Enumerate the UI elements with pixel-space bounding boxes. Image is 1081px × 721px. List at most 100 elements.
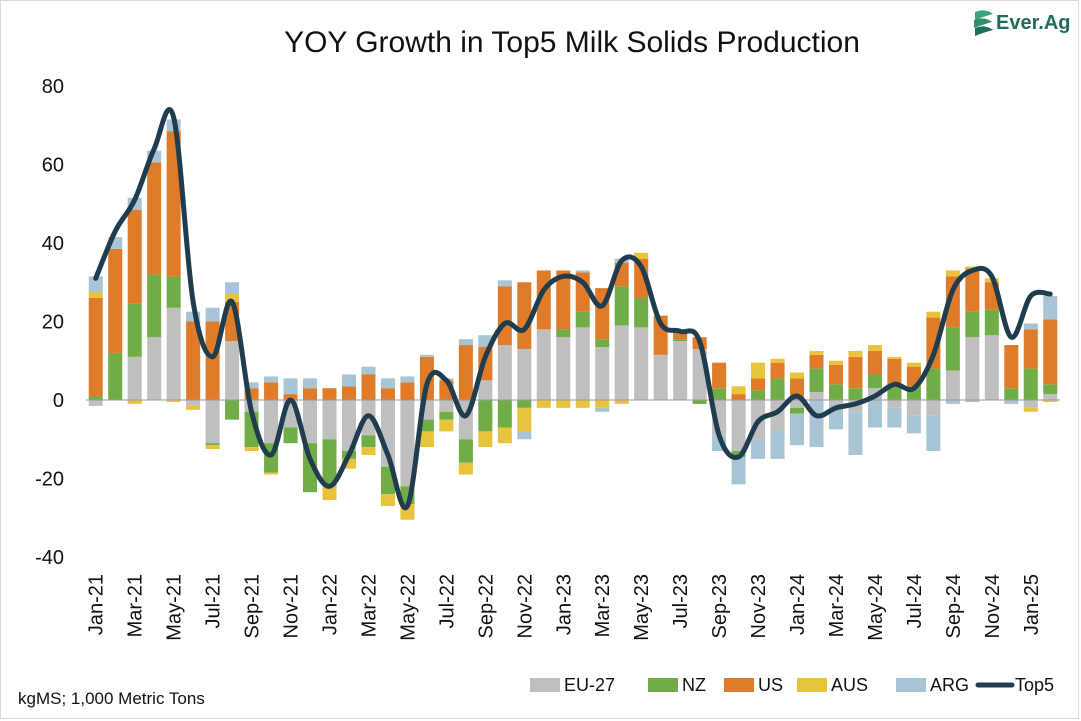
bar-aus-may-21 xyxy=(166,400,181,402)
bar-us-dec-24 xyxy=(1004,345,1019,389)
bar-us-may-24 xyxy=(867,350,882,375)
bar-aus-jan-25 xyxy=(1023,407,1038,412)
bar-us-oct-24 xyxy=(965,268,980,312)
bar-us-apr-24 xyxy=(848,356,863,389)
bar-us-feb-21 xyxy=(108,248,123,353)
bar-aus-nov-22 xyxy=(517,407,532,432)
x-tick-label: Jan-21 xyxy=(86,574,108,635)
bar-eu-27-jul-22 xyxy=(439,400,454,412)
bar-arg-jun-22 xyxy=(419,354,434,357)
bar-nz-nov-21 xyxy=(283,427,298,444)
x-tick-label: Sep-21 xyxy=(242,574,264,639)
bar-arg-dec-21 xyxy=(303,378,318,389)
bar-arg-sep-21 xyxy=(244,382,259,389)
bar-aus-apr-24 xyxy=(848,350,863,357)
bar-aus-dec-22 xyxy=(536,400,551,408)
x-tick-label: Jan-22 xyxy=(320,574,342,635)
bar-eu-27-may-23 xyxy=(634,327,649,400)
bar-nz-oct-24 xyxy=(965,311,980,338)
bar-eu-27-jan-24 xyxy=(790,400,805,408)
bar-aus-feb-22 xyxy=(341,458,356,469)
x-tick-label: Jan-24 xyxy=(787,574,809,635)
x-tick-label: Nov-24 xyxy=(982,574,1004,638)
x-tick-label: Jul-21 xyxy=(203,574,225,628)
bar-eu-27-nov-22 xyxy=(517,348,532,400)
x-tick-label: May-21 xyxy=(164,574,186,641)
bar-arg-oct-21 xyxy=(264,376,279,383)
ever-ag-logo: Ever.Ag xyxy=(974,10,1070,36)
x-tick-label: Jan-25 xyxy=(1021,574,1043,635)
y-tick-label: 40 xyxy=(42,233,64,255)
bar-nz-jun-22 xyxy=(419,419,434,432)
bar-arg-jul-24 xyxy=(906,415,921,434)
footnote: kgMS; 1,000 Metric Tons xyxy=(18,689,205,708)
bar-aus-jul-22 xyxy=(439,419,454,432)
bar-arg-feb-23 xyxy=(575,270,590,273)
bar-nz-feb-23 xyxy=(575,311,590,328)
bar-us-may-22 xyxy=(400,382,415,400)
bar-aus-jul-24 xyxy=(906,362,921,367)
bar-nz-feb-25 xyxy=(1043,384,1058,395)
bar-aus-jan-24 xyxy=(790,372,805,379)
bar-layer xyxy=(88,119,1058,520)
bar-eu-27-aug-24 xyxy=(926,400,941,416)
bar-arg-may-24 xyxy=(867,400,882,428)
bar-arg-aug-22 xyxy=(458,339,473,346)
bar-us-aug-22 xyxy=(458,345,473,400)
bar-aus-oct-22 xyxy=(497,427,512,444)
bar-eu-27-jun-21 xyxy=(186,400,201,406)
y-axis: -40 -20 0 20 40 60 80 xyxy=(35,76,64,569)
legend-label: AUS xyxy=(831,675,868,695)
bar-eu-27-jan-25 xyxy=(1023,400,1038,408)
x-tick-label: Jan-23 xyxy=(553,574,575,635)
bar-nz-oct-23 xyxy=(731,451,746,457)
bar-us-jan-23 xyxy=(556,270,571,330)
bar-eu-27-apr-23 xyxy=(614,325,629,400)
x-tick-label: Mar-22 xyxy=(358,574,380,637)
bar-nz-sep-24 xyxy=(945,327,960,371)
bar-us-jul-23 xyxy=(673,331,688,340)
bar-arg-nov-23 xyxy=(751,439,766,459)
bar-eu-27-aug-21 xyxy=(225,341,240,401)
legend-swatch xyxy=(530,678,560,692)
bar-arg-oct-22 xyxy=(497,280,512,287)
bar-nz-mar-23 xyxy=(595,339,610,348)
bar-nz-jul-23 xyxy=(673,339,688,342)
bar-aus-feb-24 xyxy=(809,350,824,355)
bar-nz-mar-21 xyxy=(127,303,142,357)
chart-title: YOY Growth in Top5 Milk Solids Productio… xyxy=(284,26,860,59)
bar-nz-oct-22 xyxy=(497,400,512,428)
x-tick-label: May-22 xyxy=(397,574,419,641)
bar-nz-jul-21 xyxy=(205,443,220,446)
bar-eu-27-oct-24 xyxy=(965,337,980,400)
bar-aus-sep-22 xyxy=(478,431,493,448)
bar-eu-27-mar-24 xyxy=(828,400,843,404)
y-tick-label: 80 xyxy=(42,76,64,98)
bar-us-may-21 xyxy=(166,131,181,277)
bar-aus-feb-25 xyxy=(1043,400,1058,402)
bar-aus-jun-24 xyxy=(887,356,902,359)
bar-aus-nov-23 xyxy=(751,362,766,379)
bar-arg-may-22 xyxy=(400,376,415,383)
bar-aus-mar-24 xyxy=(828,360,843,365)
bar-us-oct-21 xyxy=(264,382,279,400)
bar-aus-feb-23 xyxy=(575,400,590,408)
x-tick-label: Jul-24 xyxy=(904,574,926,628)
bar-aus-apr-23 xyxy=(614,400,629,404)
bar-nz-may-23 xyxy=(634,297,649,328)
bar-arg-jan-25 xyxy=(1023,323,1038,330)
bar-us-feb-24 xyxy=(809,354,824,369)
x-tick-label: Nov-22 xyxy=(514,574,536,638)
legend-label: NZ xyxy=(682,675,706,695)
legend-label: US xyxy=(758,675,783,695)
x-tick-label: Sep-22 xyxy=(475,574,497,639)
bar-arg-jan-21 xyxy=(88,276,103,293)
bar-us-jul-21 xyxy=(205,321,220,400)
bar-arg-apr-21 xyxy=(147,150,162,163)
bar-aus-apr-22 xyxy=(380,494,395,506)
bar-arg-apr-22 xyxy=(380,378,395,389)
bar-nz-nov-24 xyxy=(984,309,999,336)
bar-aus-aug-24 xyxy=(926,311,941,318)
bar-eu-27-oct-22 xyxy=(497,345,512,400)
y-tick-label: 60 xyxy=(42,155,64,177)
